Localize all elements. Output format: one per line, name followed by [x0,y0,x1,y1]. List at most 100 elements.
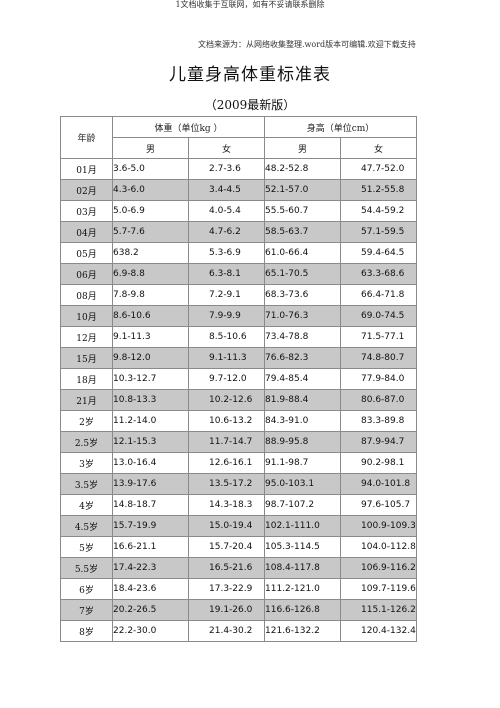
height-male-cell: 68.3-73.6 [264,284,342,306]
table-body: 01月 3.6-5.0 2.7-3.6 48.2-52.8 47.7-52.0 02月 4.… [60,158,418,642]
height-female-cell: 90.2-98.1 [340,452,418,474]
table-row: 5.5岁 17.4-22.3 16.5-21.6 108.4-117.8 106.9-1… [60,557,418,579]
height-female-cell: 69.0-74.5 [340,305,418,327]
table-row: 5岁 16.6-21.1 15.7-20.4 105.3-114.5 104.0-112… [60,536,418,558]
age-cell: 01月 [60,158,113,180]
height-male-cell: 88.9-95.8 [264,431,342,453]
table-row: 10月 8.6-10.6 7.9-9.9 71.0-76.3 69.0-74.5 [60,305,418,327]
weight-female-cell: 15.0-19.4 [187,515,266,537]
height-male-cell: 84.3-91.0 [264,410,342,432]
weight-male-cell: 11.2-14.0 [112,410,189,432]
height-female-cell: 97.6-105.7 [340,494,418,516]
weight-female-cell: 7.2-9.1 [187,284,266,306]
weight-male-cell: 17.4-22.3 [112,557,189,579]
growth-standard-table: 年龄 体重（单位kg ） 身高（单位cm） 男 女 男 女 01月 3.6-5.0… [60,116,418,642]
table-row: 01月 3.6-5.0 2.7-3.6 48.2-52.8 47.7-52.0 [60,158,418,180]
table-row: 7岁 20.2-26.5 19.1-26.0 116.6-126.8 115.1-126… [60,599,418,621]
age-cell: 4.5岁 [60,515,113,537]
age-cell: 6岁 [60,578,113,600]
table-row: 2岁 11.2-14.0 10.6-13.2 84.3-91.0 83.3-89.8 [60,410,418,432]
height-male-cell: 55.5-60.7 [264,200,342,222]
table-row: 12月 9.1-11.3 8.5-10.6 73.4-78.8 71.5-77.1 [60,326,418,348]
weight-female-cell: 19.1-26.0 [187,599,266,621]
height-male-cell: 79.4-85.4 [264,368,342,390]
age-cell: 05月 [60,242,113,264]
weight-male-cell: 5.0-6.9 [112,200,189,222]
weight-female-cell: 9.1-11.3 [187,347,266,369]
age-cell: 2.5岁 [60,431,113,453]
height-male-cell: 102.1-111.0 [264,515,342,537]
table-row: 04月 5.7-7.6 4.7-6.2 58.5-63.7 57.1-59.5 [60,221,418,243]
height-male-cell: 95.0-103.1 [264,473,342,495]
height-female-cell: 63.3-68.6 [340,263,418,285]
age-cell: 5.5岁 [60,557,113,579]
weight-male-cell: 16.6-21.1 [112,536,189,558]
height-female-cell: 120.4-132.4 [340,620,418,642]
height-male-cell: 111.2-121.0 [264,578,342,600]
age-cell: 02月 [60,179,113,201]
weight-female-cell: 3.4-4.5 [187,179,266,201]
height-male-cell: 121.6-132.2 [264,620,342,642]
table-row: 08月 7.8-9.8 7.2-9.1 68.3-73.6 66.4-71.8 [60,284,418,306]
table-row: 2.5岁 12.1-15.3 11.7-14.7 88.9-95.8 87.9-94.7 [60,431,418,453]
height-female-cell: 83.3-89.8 [340,410,418,432]
age-cell: 3.5岁 [60,473,113,495]
weight-female-cell: 14.3-18.3 [187,494,266,516]
weight-female-cell: 11.7-14.7 [187,431,266,453]
height-male-cell: 98.7-107.2 [264,494,342,516]
weight-male-cell: 13.9-17.6 [112,473,189,495]
weight-male-cell: 22.2-30.0 [112,620,189,642]
age-cell: 12月 [60,326,113,348]
height-male-cell: 58.5-63.7 [264,221,342,243]
age-cell: 06月 [60,263,113,285]
weight-female-cell: 5.3-6.9 [187,242,266,264]
weight-female-cell: 16.5-21.6 [187,557,266,579]
weight-male-cell: 9.8-12.0 [112,347,189,369]
weight-column-header: 体重（单位kg ） [111,116,266,138]
height-female-cell: 66.4-71.8 [340,284,418,306]
age-cell: 15月 [60,347,113,369]
table-row: 02月 4.3-6.0 3.4-4.5 52.1-57.0 51.2-55.8 [60,179,418,201]
table-row: 3岁 13.0-16.4 12.6-16.1 91.1-98.7 90.2-98.1 [60,452,418,474]
age-cell: 5岁 [60,536,113,558]
height-female-cell: 87.9-94.7 [340,431,418,453]
height-male-cell: 81.9-88.4 [264,389,342,411]
age-cell: 3岁 [60,452,113,474]
weight-female-cell: 10.2-12.6 [187,389,266,411]
weight-male-cell: 13.0-16.4 [112,452,189,474]
weight-female-cell: 7.9-9.9 [187,305,266,327]
height-female-cell: 77.9-84.0 [340,368,418,390]
height-female-header: 女 [340,137,418,159]
weight-male-cell: 638.2 [112,242,189,264]
height-male-cell: 91.1-98.7 [264,452,342,474]
weight-female-cell: 4.7-6.2 [187,221,266,243]
table-row: 18月 10.3-12.7 9.7-12.0 79.4-85.4 77.9-84.0 [60,368,418,390]
height-male-cell: 73.4-78.8 [264,326,342,348]
height-female-cell: 54.4-59.2 [340,200,418,222]
weight-male-cell: 14.8-18.7 [112,494,189,516]
weight-male-cell: 18.4-23.6 [112,578,189,600]
height-female-cell: 71.5-77.1 [340,326,418,348]
height-column-header: 身高（单位cm） [264,116,418,138]
table-row: 8岁 22.2-30.0 21.4-30.2 121.6-132.2 120.4-132… [60,620,418,642]
weight-female-cell: 2.7-3.6 [187,158,266,180]
table-row: 4.5岁 15.7-19.9 15.0-19.4 102.1-111.0 100.9-1… [60,515,418,537]
height-female-cell: 51.2-55.8 [340,179,418,201]
source-note: 文档来源为：从网络收集整理.word版本可编辑.欢迎下载支持 [198,40,416,49]
age-cell: 08月 [60,284,113,306]
weight-female-cell: 15.7-20.4 [187,536,266,558]
height-male-cell: 76.6-82.3 [264,347,342,369]
weight-male-cell: 8.6-10.6 [112,305,189,327]
height-female-cell: 94.0-101.8 [340,473,418,495]
age-cell: 8岁 [60,620,113,642]
weight-male-cell: 10.8-13.3 [112,389,189,411]
age-cell: 7岁 [60,599,113,621]
weight-female-cell: 4.0-5.4 [187,200,266,222]
age-cell: 10月 [60,305,113,327]
weight-female-cell: 9.7-12.0 [187,368,266,390]
table-row: 06月 6.9-8.8 6.3-8.1 65.1-70.5 63.3-68.6 [60,263,418,285]
table-row: 6岁 18.4-23.6 17.3-22.9 111.2-121.0 109.7-119… [60,578,418,600]
document-subtitle: （2009最新版） [204,98,296,112]
table-row: 03月 5.0-6.9 4.0-5.4 55.5-60.7 54.4-59.2 [60,200,418,222]
height-female-cell: 80.6-87.0 [340,389,418,411]
